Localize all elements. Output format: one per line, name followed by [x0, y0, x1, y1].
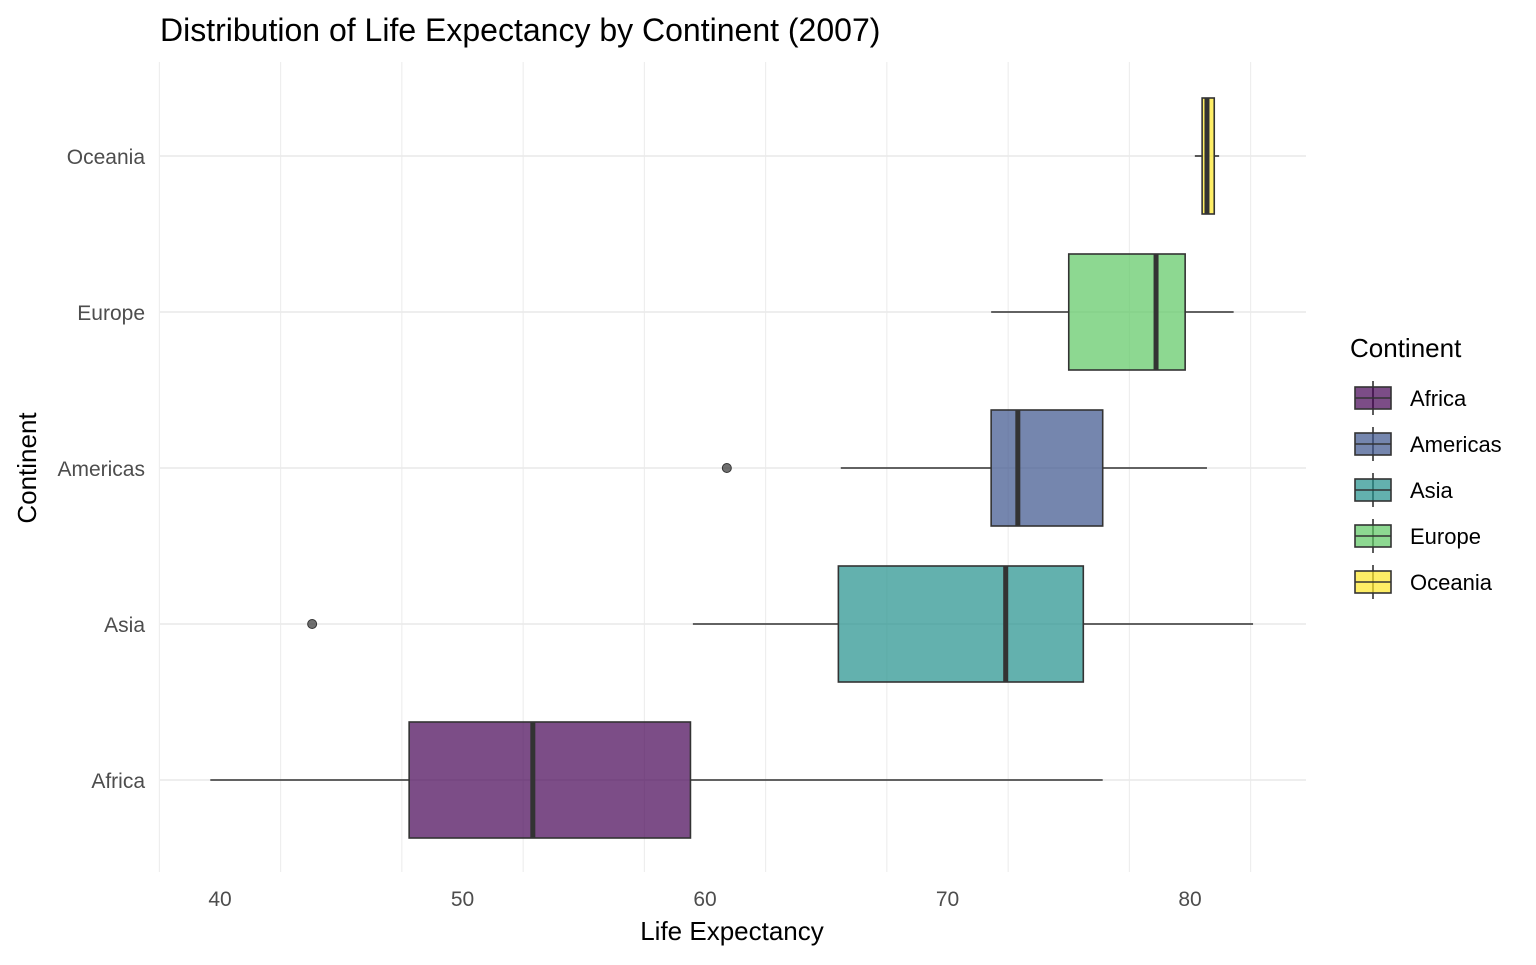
iqr-box [1067, 253, 1186, 371]
legend-label: Europe [1410, 524, 1481, 549]
y-axis-label: Continent [12, 412, 42, 524]
chart-title: Distribution of Life Expectancy by Conti… [160, 12, 880, 48]
legend-item: Asia [1354, 473, 1454, 507]
legend-label: Oceania [1410, 570, 1493, 595]
legend-label: Americas [1410, 432, 1502, 457]
x-tick-label: 50 [451, 888, 474, 911]
legend-item: Europe [1354, 519, 1481, 553]
iqr-box [990, 409, 1104, 527]
x-tick-label: 80 [1178, 888, 1201, 911]
legend-label: Asia [1410, 478, 1454, 503]
legend-item: Africa [1354, 381, 1467, 415]
y-tick-label: Oceania [67, 146, 146, 169]
y-axis-tick-labels: Africa Asia Americas Europe Oceania [57, 146, 145, 793]
y-tick-label: Americas [57, 458, 145, 481]
grid [158, 62, 1306, 872]
legend: Continent Africa Americas Asia Europe Oceani… [1350, 333, 1502, 599]
iqr-box [837, 565, 1085, 683]
legend-label: Africa [1410, 386, 1467, 411]
outlier-point [307, 619, 318, 629]
box-americas [721, 409, 1207, 527]
box-series [210, 97, 1254, 839]
y-tick-label: Asia [104, 614, 145, 637]
x-axis-tick-labels: 40 50 60 70 80 [208, 888, 1201, 911]
x-tick-label: 70 [936, 888, 959, 911]
legend-item: Oceania [1354, 565, 1493, 599]
legend-item: Americas [1354, 427, 1502, 461]
x-tick-label: 40 [208, 888, 231, 911]
y-tick-label: Africa [91, 770, 145, 793]
x-tick-label: 60 [693, 888, 716, 911]
box-europe [991, 253, 1234, 371]
x-axis-label: Life Expectancy [640, 916, 824, 946]
outlier-point [721, 463, 732, 473]
box-oceania [1194, 97, 1220, 215]
legend-title: Continent [1350, 333, 1462, 363]
box-asia [307, 565, 1254, 683]
y-tick-label: Europe [77, 302, 145, 325]
box-africa [210, 721, 1103, 839]
iqr-box [408, 721, 692, 839]
